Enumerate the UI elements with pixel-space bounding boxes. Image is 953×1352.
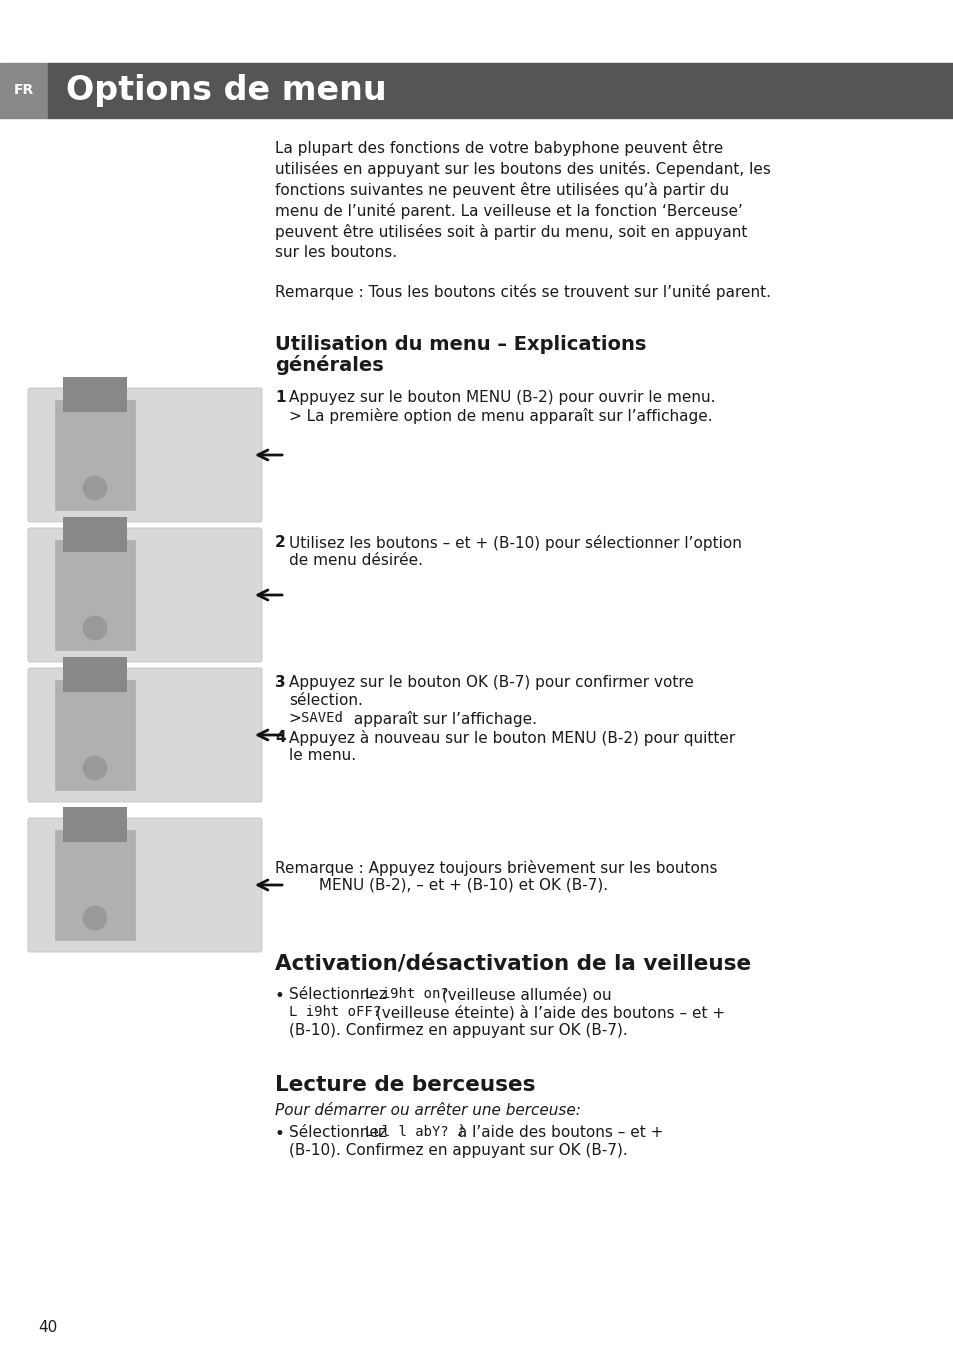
Text: à l’aide des boutons – et +: à l’aide des boutons – et + xyxy=(453,1125,662,1140)
Text: 40: 40 xyxy=(38,1320,57,1334)
Text: (B-10). Confirmez en appuyant sur OK (B-7).: (B-10). Confirmez en appuyant sur OK (B-… xyxy=(289,1023,627,1038)
Text: de menu désirée.: de menu désirée. xyxy=(289,553,422,568)
Text: (veilleuse éteinte) à l’aide des boutons – et +: (veilleuse éteinte) à l’aide des boutons… xyxy=(371,1005,724,1021)
FancyBboxPatch shape xyxy=(28,818,262,952)
Text: L i9ht on?: L i9ht on? xyxy=(365,987,448,1000)
Text: Utilisez les boutons – et + (B-10) pour sélectionner l’option: Utilisez les boutons – et + (B-10) pour … xyxy=(289,535,741,552)
Text: (B-10). Confirmez en appuyant sur OK (B-7).: (B-10). Confirmez en appuyant sur OK (B-… xyxy=(289,1142,627,1159)
Text: Utilisation du menu – Explications: Utilisation du menu – Explications xyxy=(274,335,646,354)
Text: >: > xyxy=(289,711,306,726)
Circle shape xyxy=(83,476,107,500)
Text: apparaît sur l’affichage.: apparaît sur l’affichage. xyxy=(349,711,537,727)
Text: Pour démarrer ou arrêter une berceuse:: Pour démarrer ou arrêter une berceuse: xyxy=(274,1103,580,1118)
Bar xyxy=(55,400,135,510)
Text: Options de menu: Options de menu xyxy=(66,74,386,107)
Bar xyxy=(63,807,127,842)
Text: •: • xyxy=(274,987,285,1005)
Text: menu de l’unité parent. La veilleuse et la fonction ‘Berceuse’: menu de l’unité parent. La veilleuse et … xyxy=(274,203,742,219)
Text: MENU (B-2), – et + (B-10) et OK (B-7).: MENU (B-2), – et + (B-10) et OK (B-7). xyxy=(274,877,607,894)
Circle shape xyxy=(83,617,107,639)
Bar xyxy=(63,377,127,412)
Text: Appuyez à nouveau sur le bouton MENU (B-2) pour quitter: Appuyez à nouveau sur le bouton MENU (B-… xyxy=(289,730,735,746)
Text: Appuyez sur le bouton OK (B-7) pour confirmer votre: Appuyez sur le bouton OK (B-7) pour conf… xyxy=(289,675,693,690)
Text: Activation/désactivation de la veilleuse: Activation/désactivation de la veilleuse xyxy=(274,955,750,975)
Text: Sélectionnez: Sélectionnez xyxy=(289,1125,392,1140)
Text: 1: 1 xyxy=(274,389,285,406)
Text: SAVEd: SAVEd xyxy=(301,711,342,725)
Text: fonctions suivantes ne peuvent être utilisées qu’à partir du: fonctions suivantes ne peuvent être util… xyxy=(274,183,728,197)
Bar xyxy=(55,539,135,650)
Bar xyxy=(63,516,127,552)
Text: > La première option de menu apparaît sur l’affichage.: > La première option de menu apparaît su… xyxy=(289,408,712,425)
Text: (veilleuse allumée) ou: (veilleuse allumée) ou xyxy=(436,987,611,1002)
Text: Remarque : Tous les boutons cités se trouvent sur l’unité parent.: Remarque : Tous les boutons cités se tro… xyxy=(274,284,770,300)
Text: 3: 3 xyxy=(274,675,285,690)
Text: 4: 4 xyxy=(274,730,285,745)
Text: sélection.: sélection. xyxy=(289,694,362,708)
Circle shape xyxy=(83,756,107,780)
Text: L i9ht oFF?: L i9ht oFF? xyxy=(289,1005,381,1019)
Text: Lul l abY? ♪: Lul l abY? ♪ xyxy=(365,1125,465,1138)
Bar xyxy=(55,680,135,790)
FancyBboxPatch shape xyxy=(28,388,262,522)
Text: peuvent être utilisées soit à partir du menu, soit en appuyant: peuvent être utilisées soit à partir du … xyxy=(274,224,746,241)
FancyBboxPatch shape xyxy=(28,668,262,802)
Text: générales: générales xyxy=(274,356,383,375)
Text: •: • xyxy=(274,1125,285,1142)
Text: Appuyez sur le bouton MENU (B-2) pour ouvrir le menu.: Appuyez sur le bouton MENU (B-2) pour ou… xyxy=(289,389,715,406)
Text: utilisées en appuyant sur les boutons des unités. Cependant, les: utilisées en appuyant sur les boutons de… xyxy=(274,161,770,177)
Text: Lecture de berceuses: Lecture de berceuses xyxy=(274,1075,535,1095)
Text: FR: FR xyxy=(14,84,34,97)
Circle shape xyxy=(83,906,107,930)
Text: Remarque : Appuyez toujours brièvement sur les boutons: Remarque : Appuyez toujours brièvement s… xyxy=(274,860,717,876)
Text: sur les boutons.: sur les boutons. xyxy=(274,245,396,260)
Text: 2: 2 xyxy=(274,535,286,550)
Text: le menu.: le menu. xyxy=(289,748,355,763)
Bar xyxy=(55,830,135,940)
Text: La plupart des fonctions de votre babyphone peuvent être: La plupart des fonctions de votre babyph… xyxy=(274,141,722,155)
FancyBboxPatch shape xyxy=(28,529,262,662)
Text: Sélectionnez: Sélectionnez xyxy=(289,987,392,1002)
Bar xyxy=(0,64,48,118)
Bar xyxy=(48,64,953,118)
Bar xyxy=(63,657,127,692)
